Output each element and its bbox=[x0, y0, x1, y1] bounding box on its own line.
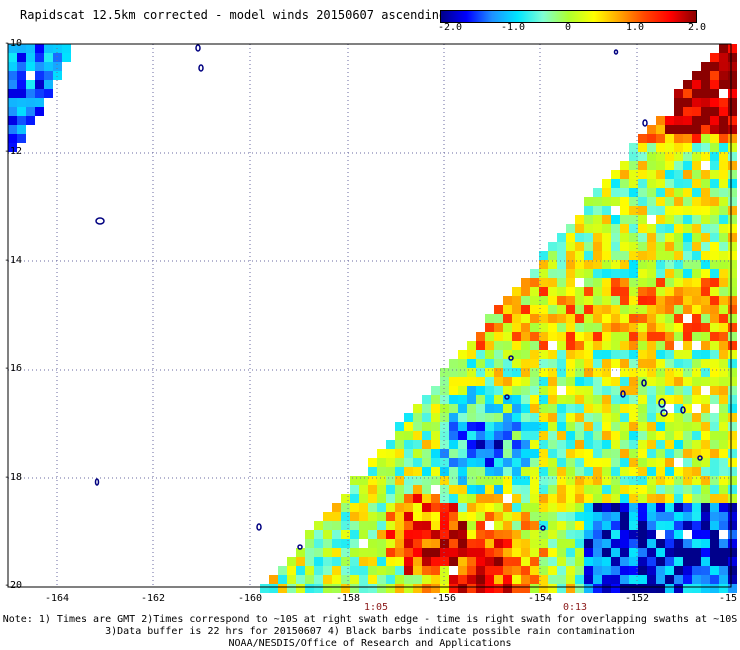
lon-label: -158 bbox=[335, 593, 361, 604]
note-line: NOAA/NESDIS/Office of Research and Appli… bbox=[228, 638, 512, 649]
lat-label: -14 bbox=[4, 255, 23, 266]
colorbar-tick-label: -1.0 bbox=[500, 22, 526, 33]
lat-label: -18 bbox=[4, 472, 23, 483]
lat-label: -12 bbox=[4, 146, 23, 157]
lon-label: -164 bbox=[44, 593, 70, 604]
lat-lon-grid bbox=[8, 44, 731, 587]
lon-label: -15 bbox=[718, 593, 738, 604]
lat-label: -16 bbox=[4, 363, 23, 374]
colorbar-tick-label: -2.0 bbox=[437, 22, 463, 33]
colorbar bbox=[440, 10, 697, 23]
note-line: Note: 1) Times are GMT 2)Times correspon… bbox=[2, 614, 738, 625]
lon-label: -160 bbox=[237, 593, 263, 604]
lon-label: -154 bbox=[527, 593, 553, 604]
swath-time-label: 1:05 bbox=[363, 602, 389, 613]
lon-label: -162 bbox=[140, 593, 166, 604]
lon-label: -152 bbox=[624, 593, 650, 604]
lon-label: -156 bbox=[431, 593, 457, 604]
lat-label: -10 bbox=[4, 38, 23, 49]
lat-label: -20 bbox=[4, 580, 23, 591]
colorbar-tick-label: 0 bbox=[564, 22, 572, 33]
map-title: Rapidscat 12.5km corrected - model winds… bbox=[20, 8, 447, 22]
colorbar-tick-label: 1.0 bbox=[625, 22, 645, 33]
note-line: 3)Data buffer is 22 hrs for 20150607 4) … bbox=[105, 626, 635, 637]
swath-data bbox=[8, 44, 737, 593]
colorbar-tick-label: 2.0 bbox=[687, 22, 707, 33]
map-frame bbox=[7, 43, 732, 588]
island-outlines bbox=[94, 44, 703, 550]
swath-time-label: 0:13 bbox=[562, 602, 588, 613]
